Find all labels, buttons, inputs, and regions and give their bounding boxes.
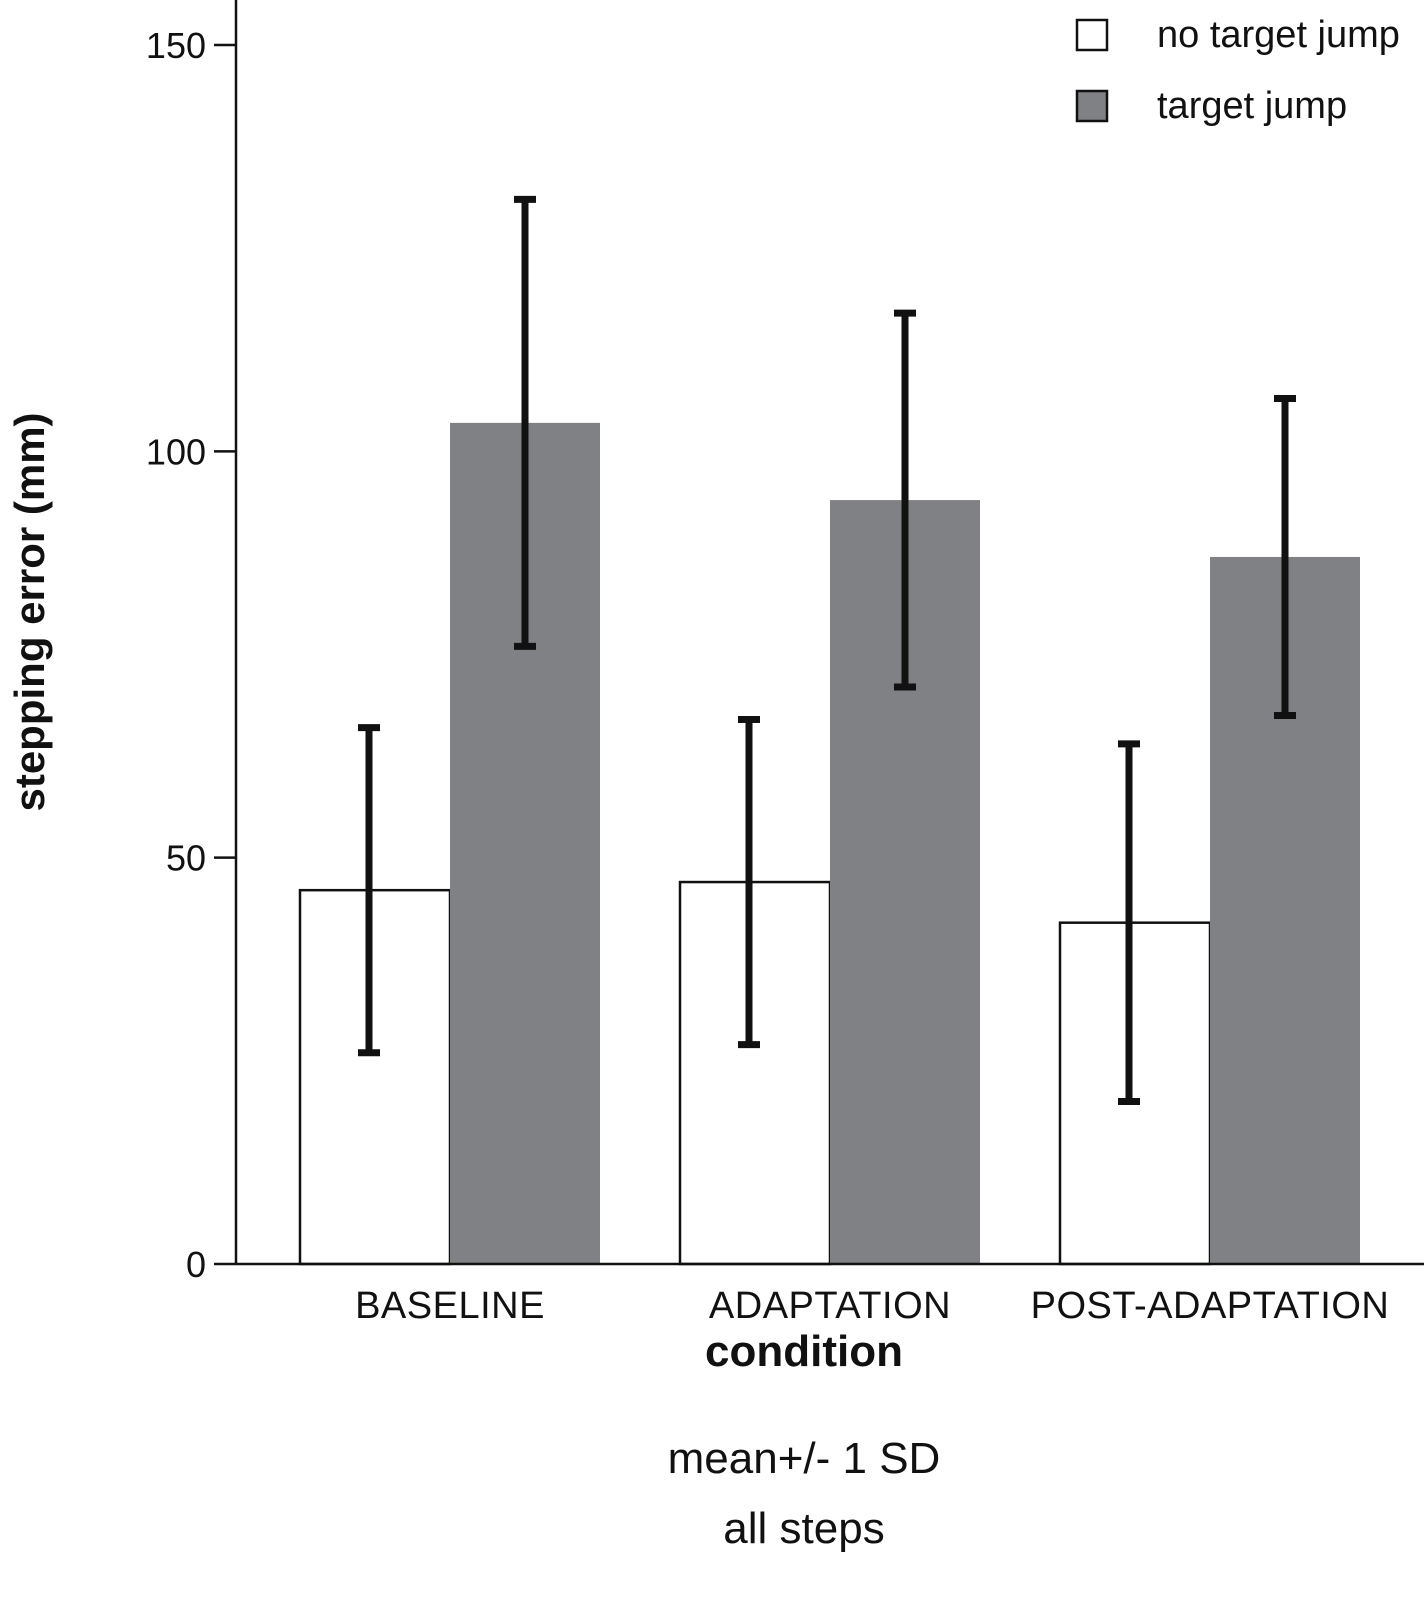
bar-no-target-jump-adaptation bbox=[678, 880, 832, 1266]
y-axis-label: stepping error (mm) bbox=[6, 412, 53, 811]
legend-swatch bbox=[1075, 89, 1109, 123]
x-category-label: POST-ADAPTATION bbox=[1031, 1285, 1390, 1327]
bar-no-target-jump-post-adaptation bbox=[1058, 921, 1212, 1266]
axes-layer bbox=[234, 0, 1424, 1266]
bars-layer bbox=[298, 422, 1360, 1266]
legend-swatch bbox=[1075, 18, 1109, 52]
y-tick-label: 100 bbox=[146, 431, 206, 472]
chart-note-line-1: mean+/- 1 SD bbox=[668, 1434, 941, 1483]
y-tick-label: 0 bbox=[186, 1244, 206, 1285]
error-bars-layer bbox=[358, 195, 1296, 1105]
y-ticks-layer: 0 50 100 150 bbox=[146, 25, 236, 1285]
y-tick-label: 150 bbox=[146, 25, 206, 66]
chart-note-line-2: all steps bbox=[723, 1504, 884, 1553]
bar-no-target-jump-baseline bbox=[298, 888, 452, 1266]
x-axis-label: condition bbox=[705, 1327, 903, 1376]
legend-label: no target jump bbox=[1157, 14, 1400, 56]
legend-label: target jump bbox=[1157, 85, 1347, 127]
x-category-label: BASELINE bbox=[355, 1285, 545, 1327]
x-categories-layer: BASELINE ADAPTATION POST-ADAPTATION bbox=[355, 1285, 1389, 1327]
x-category-label: ADAPTATION bbox=[709, 1285, 951, 1327]
legend: no target jump target jump bbox=[1075, 14, 1400, 127]
y-tick-label: 50 bbox=[166, 838, 206, 879]
